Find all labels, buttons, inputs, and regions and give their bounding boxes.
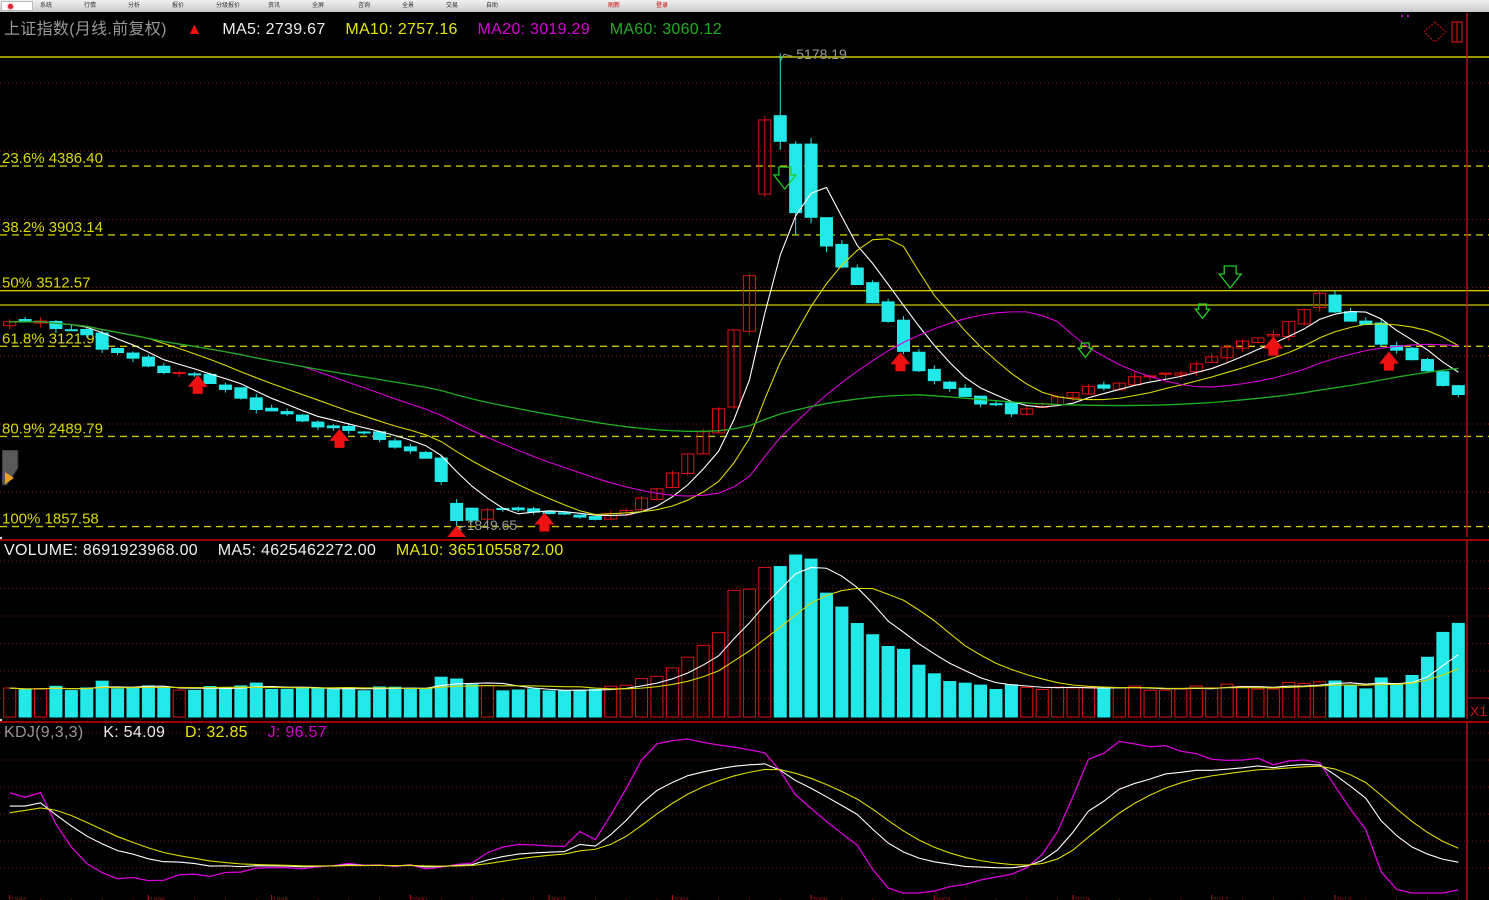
- svg-text:23.6% 4386.40: 23.6% 4386.40: [2, 150, 103, 167]
- svg-text:50% 3512.57: 50% 3512.57: [2, 275, 90, 292]
- svg-text:5178.19: 5178.19: [796, 46, 847, 62]
- svg-text:80.9% 2489.79: 80.9% 2489.79: [2, 420, 103, 437]
- svg-text:38.2% 3903.14: 38.2% 3903.14: [2, 219, 103, 236]
- svg-text:X1: X1: [1470, 703, 1487, 719]
- svg-text:1849.65: 1849.65: [467, 517, 518, 533]
- svg-text:100% 1857.58: 100% 1857.58: [2, 511, 99, 528]
